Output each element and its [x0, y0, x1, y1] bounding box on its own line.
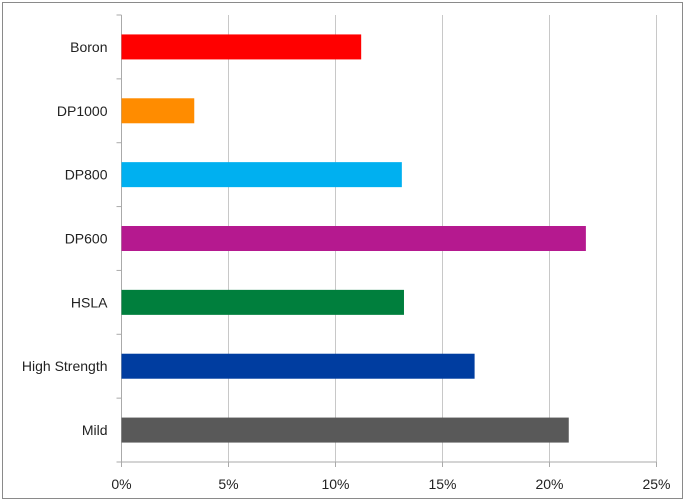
category-label: Boron [70, 39, 107, 55]
x-tick-label: 20% [535, 476, 563, 492]
chart-frame [2, 2, 683, 499]
x-tick-label: 15% [428, 476, 456, 492]
category-label: High Strength [22, 358, 108, 374]
bar-boron [121, 34, 362, 60]
bar-dp1000 [121, 98, 195, 124]
x-tick-label: 0% [111, 476, 131, 492]
x-tick-label: 25% [642, 476, 670, 492]
bar-dp600 [121, 226, 586, 251]
bar-high-strength [121, 353, 475, 379]
bar-hsla [121, 289, 404, 315]
x-tick-label: 5% [218, 476, 238, 492]
x-tick-label: 10% [321, 476, 349, 492]
category-label: DP800 [65, 167, 108, 183]
category-label: DP1000 [57, 103, 108, 119]
bar-dp800 [121, 162, 402, 188]
category-label: DP600 [65, 231, 108, 247]
category-label: Mild [82, 422, 108, 438]
category-label: HSLA [71, 294, 108, 310]
bar-mild [121, 417, 569, 443]
